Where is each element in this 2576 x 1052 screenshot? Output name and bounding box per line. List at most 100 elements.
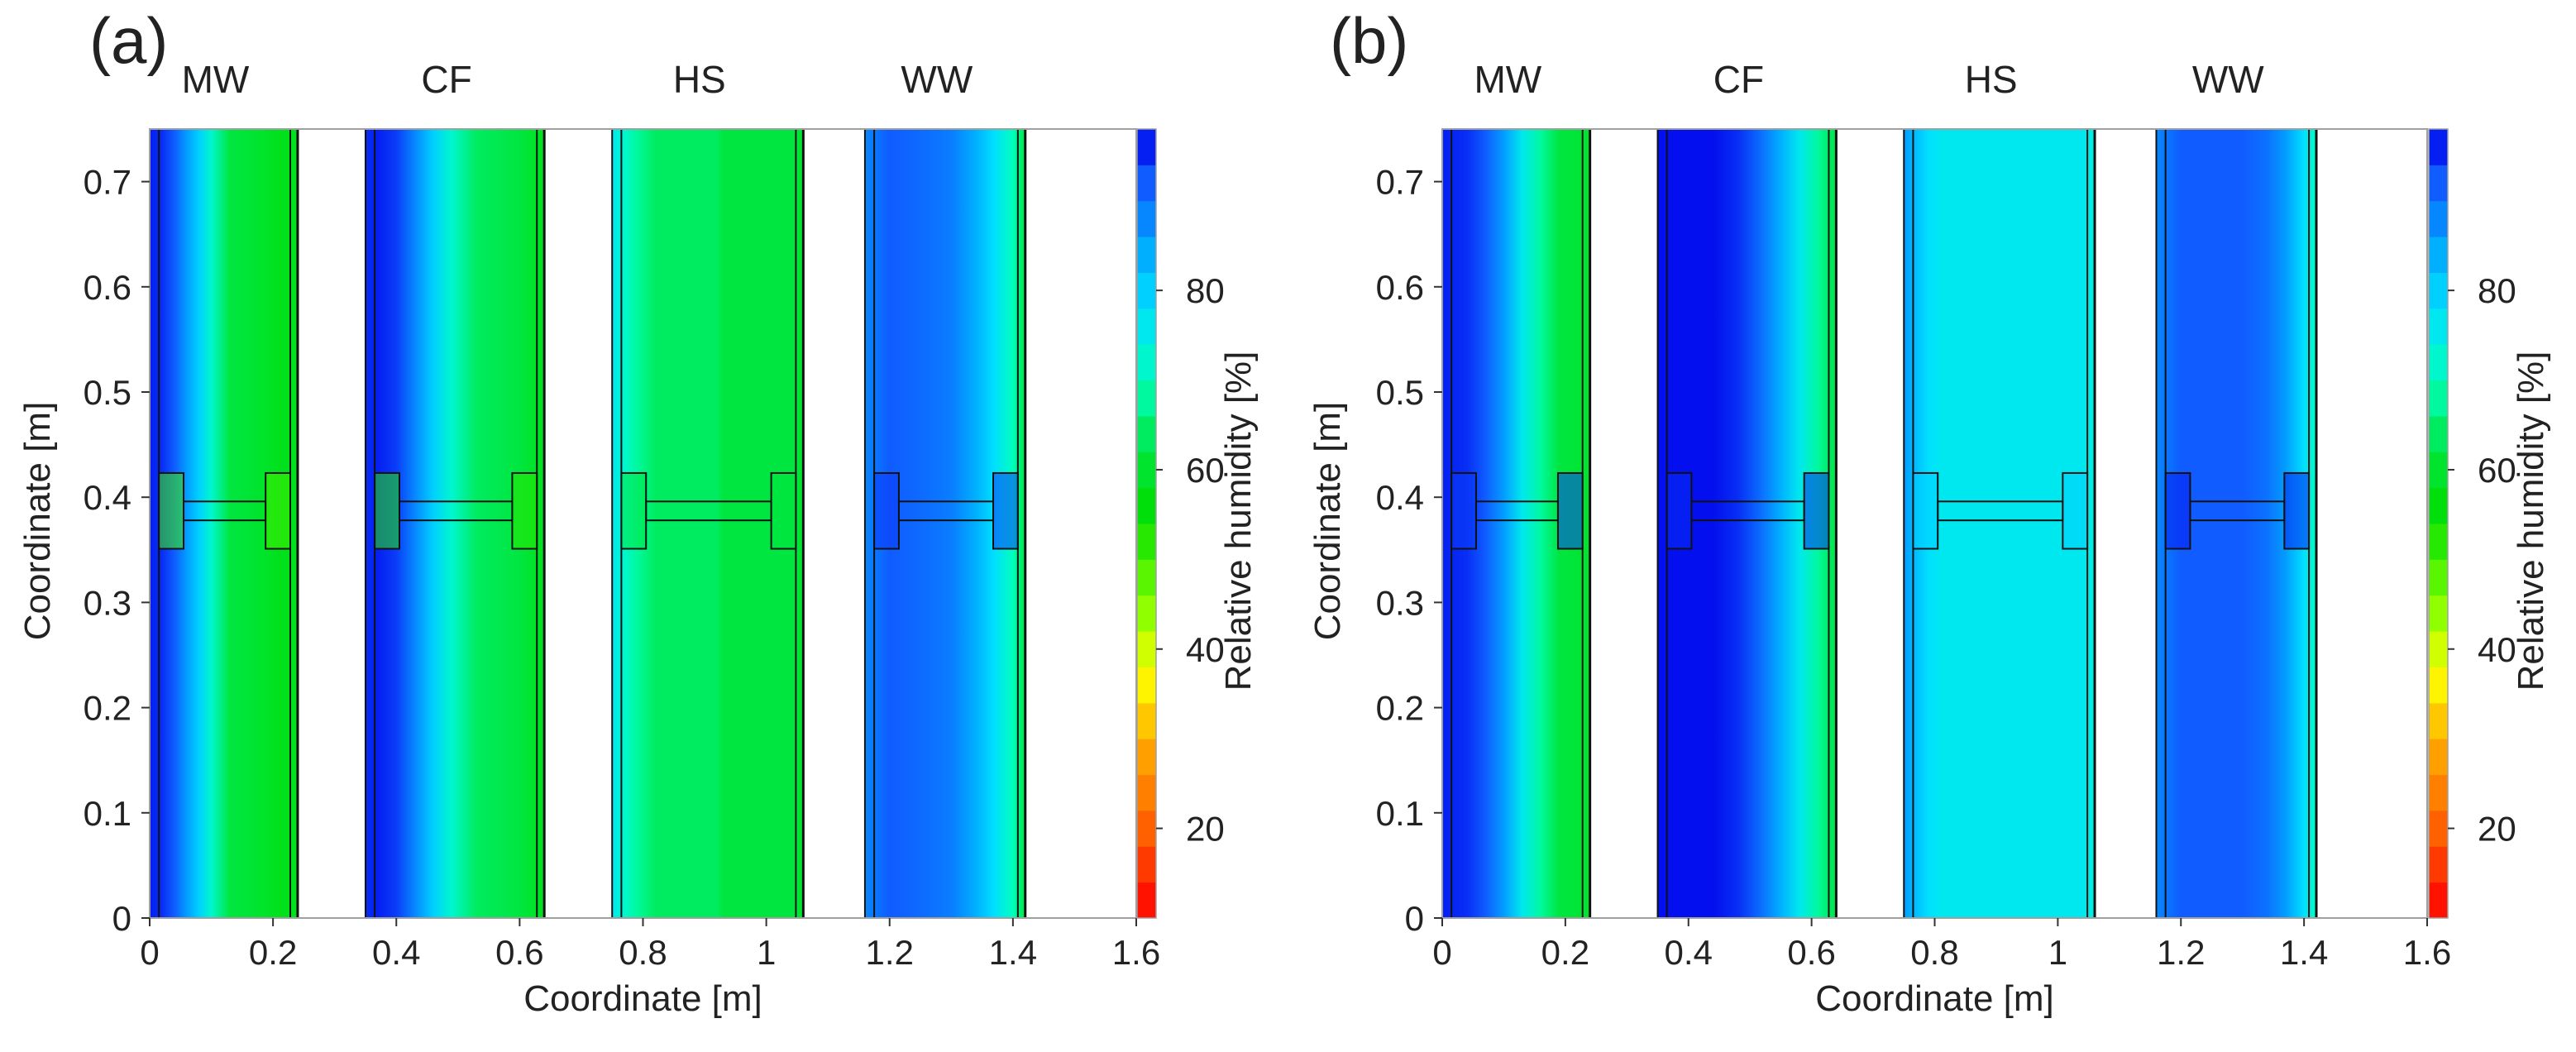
colorbar-band [1137, 702, 1156, 739]
colorbar-band [1137, 667, 1156, 704]
colorbar-band [2429, 165, 2448, 202]
colorbar-band [1137, 524, 1156, 560]
colorbar: 20 40 60 80 Relative humidity [%] [1136, 128, 1259, 919]
y-tick-label: 0.7 [1376, 163, 1424, 202]
y-tick-label: 0.5 [1376, 373, 1424, 412]
y-tick-label: 0 [1405, 899, 1424, 938]
cross-section-flange [374, 471, 400, 550]
colorbar-title: Relative humidity [%] [2511, 351, 2551, 691]
colorbar-tick-label: 40 [2478, 630, 2516, 669]
colorbar-band [1137, 631, 1156, 667]
colorbar-band [1137, 237, 1156, 273]
colorbar-band [1137, 129, 1156, 165]
x-axis-title: Coordinate [m] [523, 978, 762, 1019]
colorbar-title: Relative humidity [%] [1218, 351, 1259, 691]
wall-label: MW [182, 58, 250, 101]
colorbar-band [1137, 165, 1156, 202]
colorbar-band [2429, 667, 2448, 704]
colorbar-tick-label: 60 [2478, 451, 2516, 490]
wall-label: MW [1474, 58, 1541, 101]
cross-section [374, 471, 538, 550]
wall-cf [364, 129, 546, 918]
x-axis-title: Coordinate [m] [1815, 978, 2054, 1019]
y-tick-label: 0.1 [1376, 794, 1424, 833]
colorbar-band [2429, 380, 2448, 417]
colorbar-band [1137, 595, 1156, 632]
x-tick-label: 0.6 [1787, 933, 1835, 972]
colorbar-band [1137, 452, 1156, 489]
colorbar-band [2429, 415, 2448, 452]
colorbar-frame [2428, 128, 2449, 919]
wall-label: HS [1965, 58, 2018, 101]
colorbar-band [1137, 559, 1156, 596]
wall-hs [611, 129, 805, 918]
colorbar-band [2429, 595, 2448, 632]
y-tick-label: 0.2 [84, 689, 131, 728]
y-tick-label: 0 [112, 899, 131, 938]
x-tick-label: 1.2 [2157, 933, 2205, 972]
colorbar-band [1137, 380, 1156, 417]
y-tick-label: 0.5 [84, 373, 131, 412]
cross-section [2164, 471, 2311, 550]
colorbar-band [1137, 739, 1156, 776]
chart-panel-b: MW CF HS WW 0 0.2 0.4 0.6 0.8 1 1.2 1.4 1.6 0 0.1 0.2 0.… [1307, 4, 2551, 1019]
y-tick-label: 0.7 [84, 163, 131, 202]
colorbar-band [2429, 308, 2448, 345]
x-tick-label: 0.8 [1910, 933, 1958, 972]
colorbar-band [2429, 272, 2448, 309]
colorbar-band [1137, 846, 1156, 883]
cross-section-flange [1556, 471, 1584, 550]
cross-section [620, 471, 797, 550]
y-axis-title: Coordinate [m] [17, 402, 58, 641]
colorbar-band [2429, 129, 2448, 165]
wall-label: HS [673, 58, 726, 101]
colorbar-tick-label: 40 [1186, 630, 1225, 669]
wall-label: CF [421, 58, 471, 101]
wall-label: WW [901, 58, 973, 101]
cross-section-flange [2164, 471, 2191, 550]
colorbar-band [2429, 200, 2448, 237]
colorbar-band [2429, 452, 2448, 489]
x-tick-label: 0.6 [495, 933, 543, 972]
x-tick-label: 0.2 [1541, 933, 1589, 972]
cross-section-flange [511, 471, 538, 550]
y-tick-label: 0.4 [1376, 478, 1424, 517]
colorbar-band [2429, 702, 2448, 739]
y-tick-label: 0.3 [1376, 583, 1424, 622]
colorbar-band [2429, 774, 2448, 811]
wall-mw [149, 129, 299, 918]
colorbar-tick-label: 60 [1186, 451, 1225, 490]
cross-section-flange [158, 471, 185, 550]
colorbar-tick-label: 20 [2478, 810, 2516, 849]
colorbar-frame [1136, 128, 1157, 919]
cross-section-flange [1666, 471, 1693, 550]
x-tick-label: 0 [1432, 933, 1451, 972]
x-tick-label: 0 [140, 933, 159, 972]
colorbar-tick-label: 80 [1186, 271, 1225, 310]
colorbar-band [1137, 415, 1156, 452]
x-tick-label: 1.4 [2280, 933, 2328, 972]
y-tick-label: 0.6 [84, 268, 131, 307]
cross-section [1912, 471, 2089, 550]
colorbar-band [1137, 487, 1156, 524]
colorbar-band [1137, 200, 1156, 237]
wall-label: CF [1713, 58, 1764, 101]
colorbar-band [2429, 631, 2448, 667]
cross-section-flange [1912, 471, 1939, 550]
wall-ww [2155, 129, 2318, 918]
y-tick-label: 0.6 [1376, 268, 1424, 307]
colorbar-band [2429, 344, 2448, 381]
chart-panel-a: MW CF HS WW 0 0.2 0.4 0.6 0.8 1 1.2 1.4 1.6 0 0.1 0.2 0.… [17, 4, 1259, 1019]
colorbar-band [1137, 810, 1156, 847]
panel-label: (a) [89, 4, 168, 77]
cross-section-flange [992, 471, 1019, 550]
cross-section-flange [2062, 471, 2089, 550]
colorbar-band [2429, 810, 2448, 847]
panel-label: (b) [1330, 4, 1408, 77]
colorbar-band [1137, 308, 1156, 345]
x-tick-label: 1.6 [2403, 933, 2451, 972]
y-axis-title: Coordinate [m] [1307, 402, 1348, 641]
y-tick-label: 0.3 [84, 583, 131, 622]
colorbar-band [2429, 846, 2448, 883]
y-tick-label: 0.1 [84, 794, 131, 833]
